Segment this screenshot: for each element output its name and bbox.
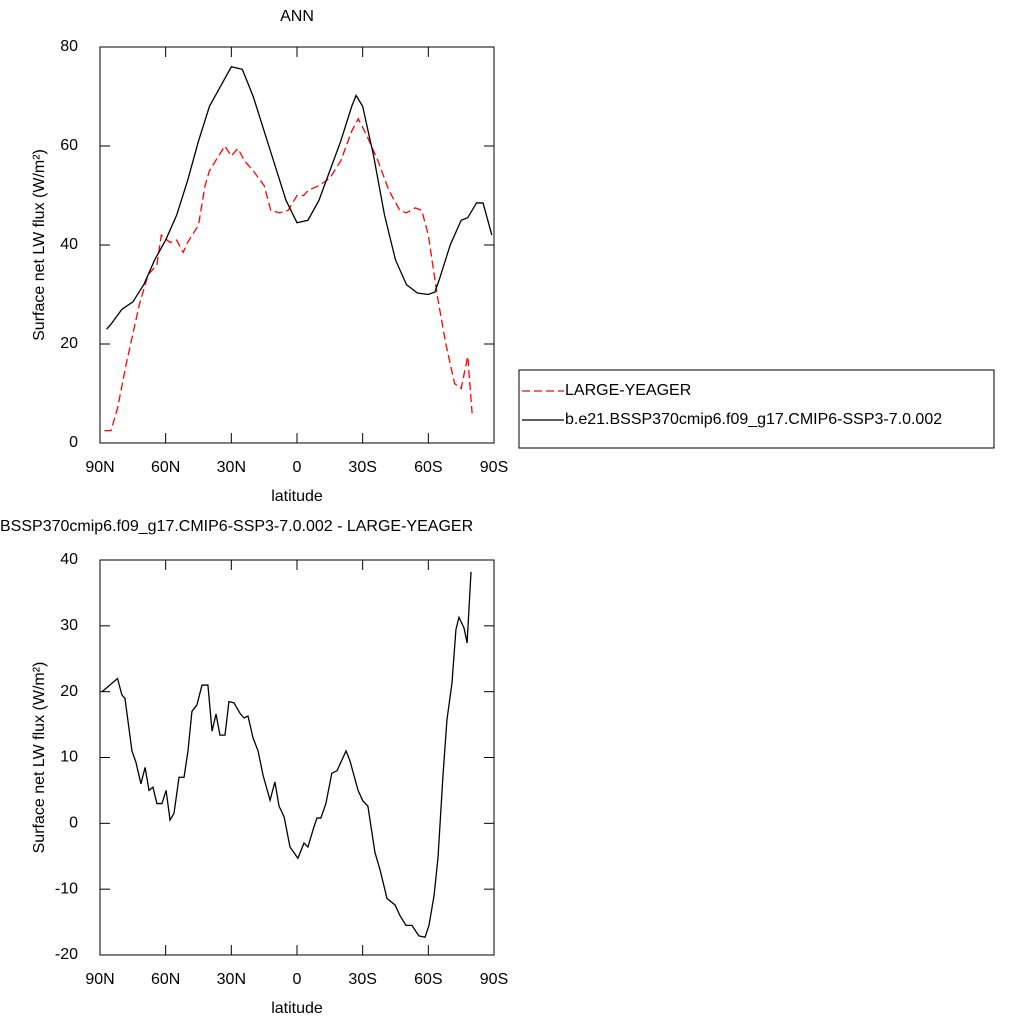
x-tick-label: 30S [348, 459, 376, 476]
data-line [104, 117, 473, 432]
y-tick-label: -10 [55, 880, 78, 897]
plot-frame [99, 559, 495, 956]
legend-label: LARGE-YEAGER [565, 382, 691, 399]
x-axis-label: latitude [271, 488, 323, 505]
x-tick-label: 0 [293, 971, 302, 988]
x-tick-label: 60N [151, 459, 180, 476]
legend-label: b.e21.BSSP370cmip6.f09_g17.CMIP6-SSP3-7.… [565, 411, 942, 428]
legend: LARGE-YEAGER b.e21.BSSP370cmip6.f09_g17.C… [518, 369, 995, 449]
chart-title: BSSP370cmip6.f09_g17.CMIP6-SSP3-7.0.002 … [0, 518, 473, 535]
x-tick-label: 0 [293, 459, 302, 476]
y-tick-label: 40 [60, 551, 78, 568]
data-line [106, 66, 493, 330]
x-tick-label: 60S [414, 459, 442, 476]
y-tick-label: 40 [60, 236, 78, 253]
x-tick-label: 30N [217, 971, 246, 988]
y-tick-label: 20 [60, 683, 78, 700]
x-tick-label: 30S [348, 971, 376, 988]
legend-box [518, 369, 995, 449]
y-tick-label: 80 [60, 38, 78, 55]
x-tick-label: 90N [85, 971, 114, 988]
x-tick-label: 60S [414, 971, 442, 988]
y-tick-label: 30 [60, 617, 78, 634]
y-axis-label: Surface net LW flux (W/m²) [31, 662, 48, 854]
y-tick-label: 0 [69, 815, 78, 832]
y-tick-label: -20 [55, 946, 78, 963]
y-tick-label: 0 [69, 434, 78, 451]
x-axis-label: latitude [271, 1000, 323, 1017]
x-tick-label: 60N [151, 971, 180, 988]
x-tick-label: 90S [480, 459, 508, 476]
y-tick-label: 10 [60, 749, 78, 766]
x-tick-label: 90S [480, 971, 508, 988]
y-tick-label: 20 [60, 335, 78, 352]
data-line [101, 571, 472, 938]
plot-frame [99, 46, 495, 444]
chart-title: ANN [280, 8, 314, 25]
y-axis-label: Surface net LW flux (W/m²) [31, 149, 48, 341]
x-tick-label: 90N [85, 459, 114, 476]
x-tick-label: 30N [217, 459, 246, 476]
y-tick-label: 60 [60, 137, 78, 154]
